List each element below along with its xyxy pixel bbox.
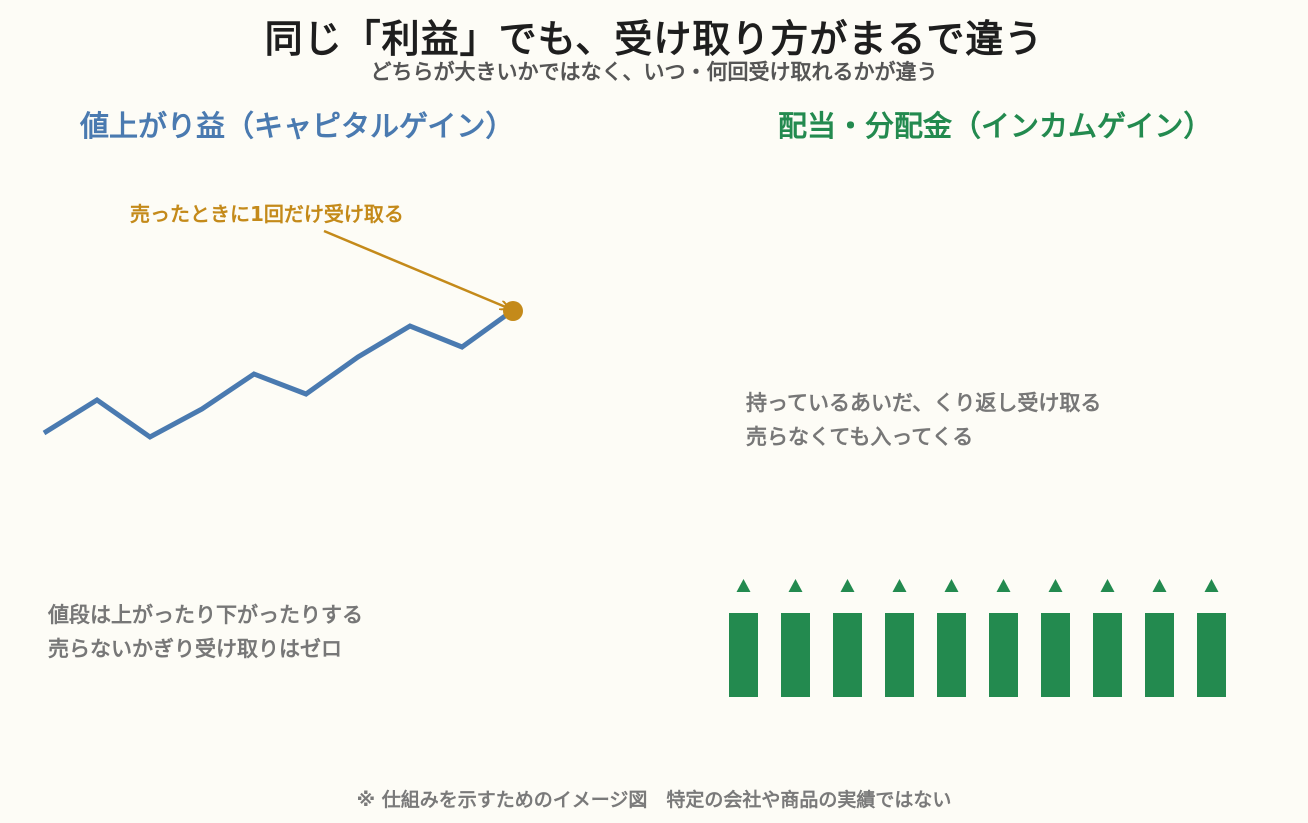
payment-triangle-icon <box>944 579 959 592</box>
footer-note: ※ 仕組みを示すためのイメージ図 特定の会社や商品の実績ではない <box>356 789 952 811</box>
income-bar <box>1093 613 1122 697</box>
income-bar <box>833 613 862 697</box>
capital-gain-note-line-1: 値段は上がったり下がったりする <box>48 603 363 627</box>
income-bar <box>1197 613 1226 697</box>
payment-triangle-icon <box>996 579 1011 592</box>
income-bars <box>729 579 1226 697</box>
payment-triangle-icon <box>1204 579 1219 592</box>
income-bar <box>885 613 914 697</box>
income-gain-note-line-2: 売らなくても入ってくる <box>746 425 974 449</box>
income-bar <box>989 613 1018 697</box>
sell-annotation: 売ったときに1回だけ受け取る <box>130 202 404 226</box>
income-gain-heading: 配当・分配金（インカムゲイン） <box>778 109 1213 143</box>
page-title: 同じ「利益」でも、受け取り方がまるで違う <box>264 17 1044 61</box>
income-bar <box>937 613 966 697</box>
capital-gain-note: 値段は上がったり下がったりする 売らないかぎり受け取りはゼロ <box>48 598 363 666</box>
price-line <box>42 308 514 440</box>
income-gain-note-line-1: 持っているあいだ、くり返し受け取る <box>746 391 1102 415</box>
page-subtitle: どちらが大きいかではなく、いつ・何回受け取れるかが違う <box>370 60 938 84</box>
payment-triangle-icon <box>892 579 907 592</box>
sell-point-marker <box>503 301 523 321</box>
capital-gain-note-line-2: 売らないかぎり受け取りはゼロ <box>48 637 342 661</box>
annotation-arrow <box>323 229 508 308</box>
income-bar <box>1145 613 1174 697</box>
payment-triangle-icon <box>1100 579 1115 592</box>
payment-triangle-icon <box>840 579 855 592</box>
income-bar <box>781 613 810 697</box>
income-bar <box>729 613 758 697</box>
income-gain-note: 持っているあいだ、くり返し受け取る 売らなくても入ってくる <box>746 386 1101 454</box>
capital-gain-heading: 値上がり益（キャピタルゲイン） <box>80 109 515 143</box>
payment-triangle-icon <box>736 579 751 592</box>
payment-triangle-icon <box>1152 579 1167 592</box>
payment-triangle-icon <box>788 579 803 592</box>
payment-triangle-icon <box>1048 579 1063 592</box>
income-bar <box>1041 613 1070 697</box>
